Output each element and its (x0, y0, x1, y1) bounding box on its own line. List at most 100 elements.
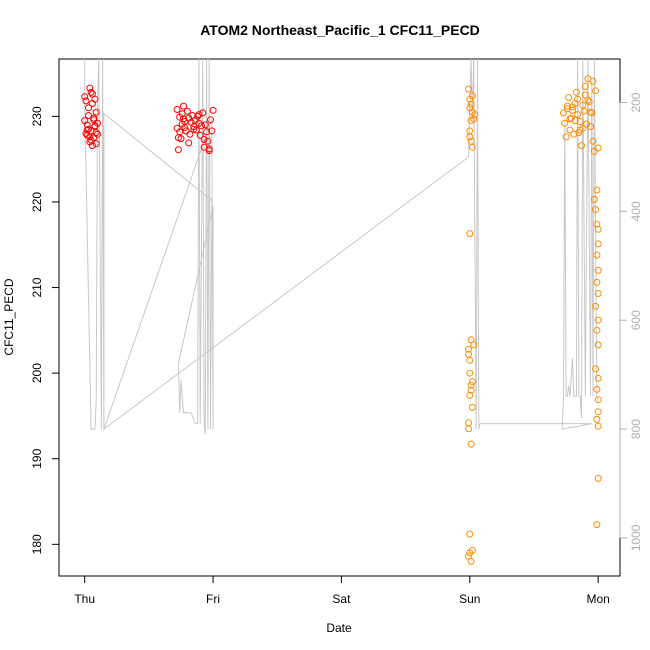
data-point (92, 129, 100, 137)
data-point (565, 94, 573, 101)
data-point (563, 102, 571, 110)
x-tick-label: Fri (206, 592, 220, 606)
data-point (592, 302, 600, 310)
data-point (81, 93, 89, 101)
data-point (198, 122, 205, 130)
data-point (92, 140, 100, 148)
data-point (468, 378, 476, 386)
data-point (589, 137, 597, 145)
data-point (467, 100, 475, 108)
data-point (465, 419, 472, 427)
data-point (587, 123, 594, 131)
data-point (562, 133, 570, 141)
data-point (468, 403, 476, 411)
data-point (594, 290, 602, 297)
data-point (466, 530, 474, 538)
data-point (569, 106, 576, 114)
data-point (594, 374, 602, 382)
data-point (581, 82, 589, 90)
data-point (466, 104, 474, 112)
data-point (467, 381, 475, 389)
data-point (594, 266, 602, 274)
data-point (593, 415, 601, 423)
data-point (594, 408, 602, 416)
data-point (205, 145, 213, 153)
data-point (208, 127, 216, 135)
data-point (92, 108, 100, 116)
series-2 (465, 75, 602, 565)
data-point (465, 345, 472, 353)
data-point (88, 90, 96, 98)
x-axis: Thu Fri Sat Sun Mon (74, 575, 610, 606)
data-point (466, 391, 474, 399)
data-point (593, 278, 601, 286)
data-point (594, 144, 602, 152)
y2-tick-label: 600 (629, 310, 643, 330)
data-point (200, 136, 208, 143)
x-tick-label: Sat (332, 592, 351, 606)
data-point (467, 440, 475, 448)
data-point (471, 111, 479, 119)
data-point (83, 126, 91, 134)
data-point (593, 326, 601, 334)
data-point (203, 128, 211, 136)
data-point (94, 130, 101, 138)
data-point (174, 134, 182, 142)
data-point (185, 139, 193, 147)
data-point (594, 474, 602, 482)
data-point (196, 131, 204, 139)
data-point (590, 195, 598, 203)
data-point (561, 119, 569, 127)
data-point (85, 104, 92, 112)
series-1 (81, 84, 217, 155)
x-tick-label: Thu (74, 592, 95, 606)
data-point (470, 341, 478, 349)
data-point (465, 85, 472, 93)
data-point (195, 111, 203, 119)
data-point (566, 115, 574, 123)
x-axis-label: Date (326, 621, 352, 635)
y-tick-label: 220 (30, 192, 44, 212)
data-point (578, 142, 585, 149)
data-point (467, 386, 475, 394)
data-point (592, 87, 600, 95)
data-point (86, 133, 94, 141)
data-point (183, 107, 191, 115)
data-point (594, 225, 602, 233)
depth-profile-line (84, 59, 599, 435)
y-axis-label: CFC11_PECD (2, 278, 16, 355)
data-point (173, 106, 181, 113)
data-point (180, 115, 187, 123)
data-point (466, 549, 474, 557)
data-point (594, 422, 602, 430)
chart-title: ATOM2 Northeast_Pacific_1 CFC11_PECD (200, 22, 480, 38)
data-point (566, 126, 574, 134)
data-point (593, 385, 601, 393)
y-tick-label: 210 (30, 277, 44, 297)
data-points-layer (81, 75, 602, 565)
data-point (180, 102, 187, 110)
data-point (82, 97, 90, 105)
data-point (571, 100, 579, 107)
data-point (585, 98, 593, 106)
data-point (467, 117, 475, 125)
data-point (593, 251, 601, 259)
data-point (594, 396, 602, 404)
data-point (465, 425, 472, 433)
x-tick-label: Sun (459, 592, 480, 606)
data-point (83, 121, 91, 129)
x-tick-label: Mon (587, 592, 610, 606)
data-point (468, 92, 476, 100)
data-point (466, 127, 474, 135)
data-point (209, 106, 217, 114)
data-point (580, 107, 588, 115)
data-point (174, 146, 182, 154)
data-point (90, 116, 98, 124)
data-point (594, 316, 602, 324)
data-point (572, 88, 580, 96)
right-depth-axis: 200 400 600 800 1000 (619, 92, 643, 551)
data-point (87, 136, 95, 144)
data-point (594, 341, 602, 349)
data-point (466, 369, 474, 377)
